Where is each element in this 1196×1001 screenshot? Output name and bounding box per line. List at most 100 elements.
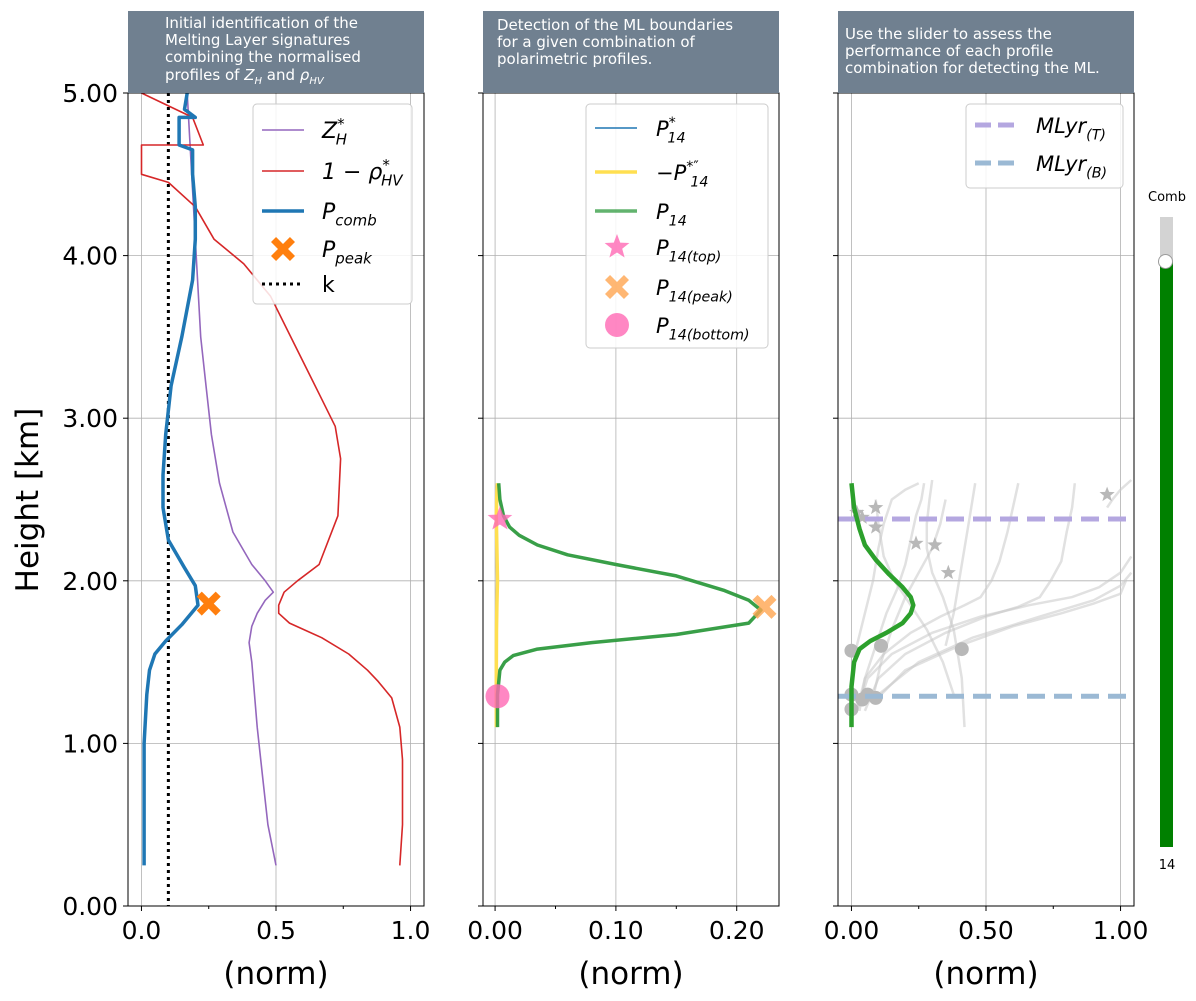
panel-2-title-line-3: polarimetric profiles. (497, 50, 653, 68)
ytick-label-0: 0.00 (62, 892, 118, 921)
slider-handle[interactable] (1158, 254, 1173, 269)
panel-1-frame (127, 92, 425, 907)
series-p-comb (142, 93, 200, 866)
legend-p14top-swatch (604, 234, 630, 258)
marker-p14-peak (752, 594, 777, 619)
panel-2-plot-area (485, 483, 777, 728)
marker-p-peak (196, 591, 221, 616)
panel-2-plot: 0.00 0.10 0.20(norm)P* 14−P*″ 14P14P14(top)P… (467, 92, 780, 992)
legend-p14peak-swatch (605, 275, 629, 299)
panel-1-plot: 0.0 0.5 1.0 (norm) Z* H 1 − ρ* HV Pcomb Ppeak k (122, 92, 431, 992)
panel-3-title-line-2: performance of each profile (845, 42, 1054, 60)
panel-2-legend-label-2: P14 (656, 200, 687, 229)
background-profile-4 (925, 479, 966, 728)
panel-1-legend-label-0: Z* H (321, 115, 347, 149)
background-top-star-6 (1099, 486, 1115, 502)
panel-3-frame (837, 92, 1135, 907)
panel-3-xtick-label-2: 1.00 (1093, 916, 1149, 945)
y-axis-label: Height [km] (10, 408, 46, 593)
slider-label: Comb (1148, 190, 1186, 205)
panel-1-title-line-1: Initial identification of the (165, 14, 358, 32)
series-p14-selected (849, 482, 916, 728)
slider-track-empty[interactable] (1160, 217, 1173, 262)
panel-3-legend: MLyr(T) MLyr(B) (965, 103, 1124, 189)
panel-2-title-line-2: for a given combination of (497, 33, 695, 51)
panel-1-title-prefix: profiles of (165, 66, 245, 84)
background-profile-7 (871, 499, 947, 699)
marker-p14-bottom (485, 684, 510, 709)
panel-1-title-line-2: Melting Layer signatures (165, 31, 351, 49)
panel-1-legend-label-3: Ppeak (322, 238, 373, 268)
panel-2-legend-label-1: −P*″ 14 (656, 159, 708, 190)
series--p14- (494, 483, 500, 728)
panel-2-xtick-label-0: 0.00 (467, 916, 523, 945)
panel-1-legend-label-4: k (322, 273, 335, 298)
ytick-label-3: 3.00 (62, 404, 118, 433)
panel-3-title-line-1: Use the slider to assess the (845, 25, 1052, 43)
panel-1-plot-area (140, 93, 404, 906)
panel-1-title-line-4: profiles of ZH and ρHV (165, 67, 324, 90)
background-profile-1 (863, 483, 1077, 712)
slider-track-filled[interactable] (1160, 262, 1173, 847)
background-top-star-3 (908, 535, 924, 550)
legend-ppeak-swatch (271, 237, 295, 261)
panel-1-xtick-label-1: 0.5 (256, 916, 296, 945)
panel-2-title: Detection of the ML boundaries for a giv… (483, 11, 779, 93)
ytick-label-2: 2.00 (62, 567, 118, 596)
background-profile-11 (1106, 479, 1133, 509)
marker-p14-top (487, 506, 513, 530)
series-p14 (495, 483, 763, 728)
panel-3-xtick-label-0: 0.00 (824, 916, 880, 945)
panel-2-legend-label-3: P14(top) (656, 236, 721, 265)
background-top-star-7 (854, 509, 870, 524)
panel-1-xtick-label-0: 0.0 (122, 916, 162, 945)
background-top-star-1 (868, 499, 884, 515)
panel-1-title-and: and (262, 66, 300, 84)
panel-1-title-line-3: combining the normalised (165, 48, 361, 66)
background-bottom-dot-1 (874, 638, 889, 653)
background-top-star-5 (940, 564, 956, 580)
panel-1-xlabel: (norm) (223, 956, 328, 992)
panel-2-legend-label-4: P14(peak) (656, 276, 733, 305)
panel-3-title: Use the slider to assess the performance… (838, 11, 1134, 93)
panel-1-legend-label-2: Pcomb (322, 200, 377, 230)
panel-1-title-zsub: H (254, 76, 263, 87)
slider-value: 14 (1158, 858, 1176, 873)
panel-2-legend-label-5: P14(bottom) (656, 314, 750, 343)
background-profile-8 (874, 499, 955, 695)
background-top-star-2 (868, 519, 884, 534)
combination-slider[interactable]: Comb 14 (1140, 190, 1194, 880)
panel-1-xtick-label-2: 1.0 (391, 916, 431, 945)
panel-3-xtick-label-1: 0.50 (958, 916, 1014, 945)
panel-3-legend-label-1: MLyr(B) (1036, 152, 1107, 181)
legend-p14bottom-swatch (605, 313, 629, 337)
series-z-h- (186, 93, 277, 866)
background-profile-10 (944, 482, 977, 647)
background-top-star-4 (927, 537, 943, 552)
panel-2-legend-label-0: P* 14 (656, 115, 686, 146)
panel-3-xlabel: (norm) (933, 956, 1038, 992)
panel-1-title-rhosub: HV (309, 76, 324, 87)
background-profile-9 (855, 555, 1133, 712)
panel-3-legend-label-0: MLyr(T) (1036, 114, 1106, 143)
panel-2-legend-box (585, 103, 769, 349)
background-bottom-dot-2 (954, 642, 969, 657)
panel-1-title: Initial identification of the Melting La… (128, 11, 424, 93)
panel-1-legend: Z* H 1 − ρ* HV Pcomb Ppeak k (252, 103, 413, 305)
panel-2-xtick-label-2: 0.20 (709, 916, 765, 945)
panel-1-title-z: Z (244, 66, 255, 84)
panel-3-plot: 0.00 0.50 1.00 (norm) MLyr(T) MLyr(B) (824, 92, 1149, 992)
panel-2-legend: P* 14 −P*″ 14 P14 P14(top) P14(peak) P14(bottom… (585, 103, 769, 349)
panel-3-title-line-3: combination for detecting the ML. (845, 59, 1100, 77)
ytick-label-4: 4.00 (62, 242, 118, 271)
background-profile-0 (855, 482, 1020, 712)
panel-2-xlabel: (norm) (578, 956, 683, 992)
panel-3-plot-area (838, 479, 1134, 728)
ytick-label-1: 1.00 (62, 729, 118, 758)
panel-1-title-rho: ρ (299, 66, 310, 84)
ytick-label-5: 5.00 (62, 79, 118, 108)
background-profile-3 (877, 571, 1133, 696)
series-1-rho-hv- (140, 93, 404, 866)
panel-2-xtick-label-1: 0.10 (588, 916, 644, 945)
